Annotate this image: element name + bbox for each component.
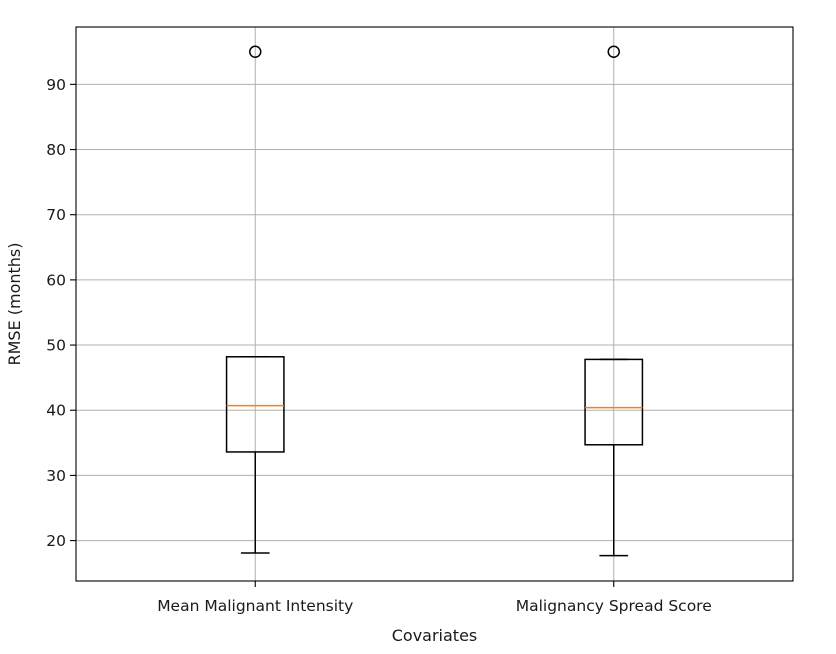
y-tick-label: 30 xyxy=(46,467,66,485)
plot-frame xyxy=(75,26,794,582)
y-tick-label: 20 xyxy=(46,532,66,550)
y-tick-label: 70 xyxy=(46,206,66,224)
boxes xyxy=(225,45,644,557)
y-tick-label: 50 xyxy=(46,337,66,355)
y-tick-label: 40 xyxy=(46,402,66,420)
box-iqr xyxy=(584,358,644,446)
y-axis-label: RMSE (months) xyxy=(5,242,24,365)
y-tick-label: 60 xyxy=(46,271,66,289)
y-tick-label: 80 xyxy=(46,141,66,159)
box-iqr xyxy=(225,356,285,453)
outlier-point xyxy=(607,45,620,59)
grid-lines xyxy=(76,27,793,581)
x-axis-label: Covariates xyxy=(392,626,478,645)
outlier-point xyxy=(249,45,262,59)
x-tick-label: Mean Malignant Intensity xyxy=(157,597,353,615)
x-tick-label: Malignancy Spread Score xyxy=(516,597,712,615)
axes: 20 30 40 50 60 70 80 90 Mean Malignant Intensity… xyxy=(46,76,711,615)
y-tick-label: 90 xyxy=(46,76,66,94)
